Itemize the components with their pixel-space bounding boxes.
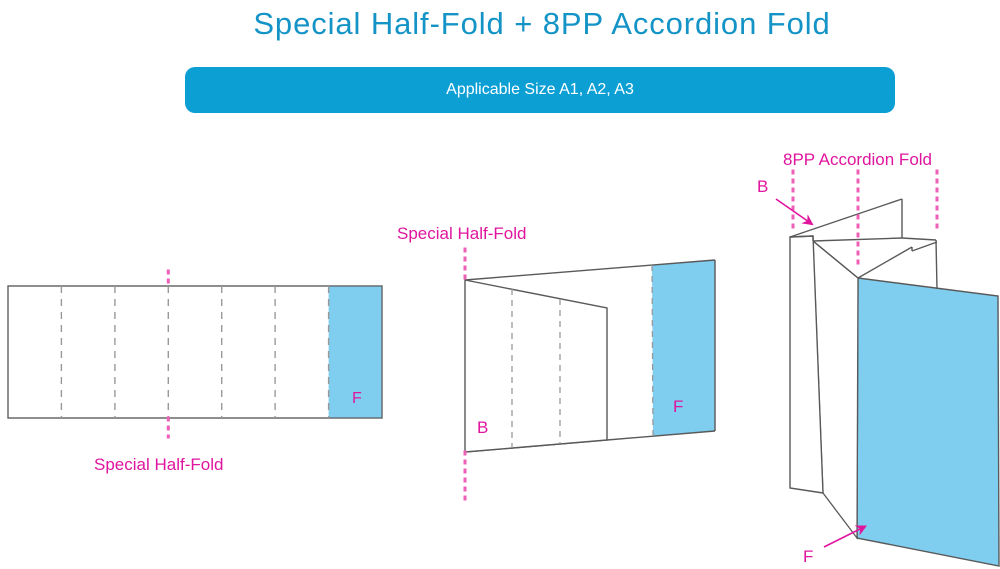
svg-text:F: F xyxy=(352,390,362,407)
svg-text:F: F xyxy=(673,397,683,416)
svg-text:8PP Accordion Fold: 8PP Accordion Fold xyxy=(783,150,932,169)
svg-text:B: B xyxy=(477,418,488,437)
svg-text:Special Half-Fold: Special Half-Fold xyxy=(94,455,223,474)
svg-text:B: B xyxy=(757,177,768,196)
svg-text:F: F xyxy=(803,547,813,566)
svg-text:Special Half-Fold: Special Half-Fold xyxy=(397,224,526,243)
